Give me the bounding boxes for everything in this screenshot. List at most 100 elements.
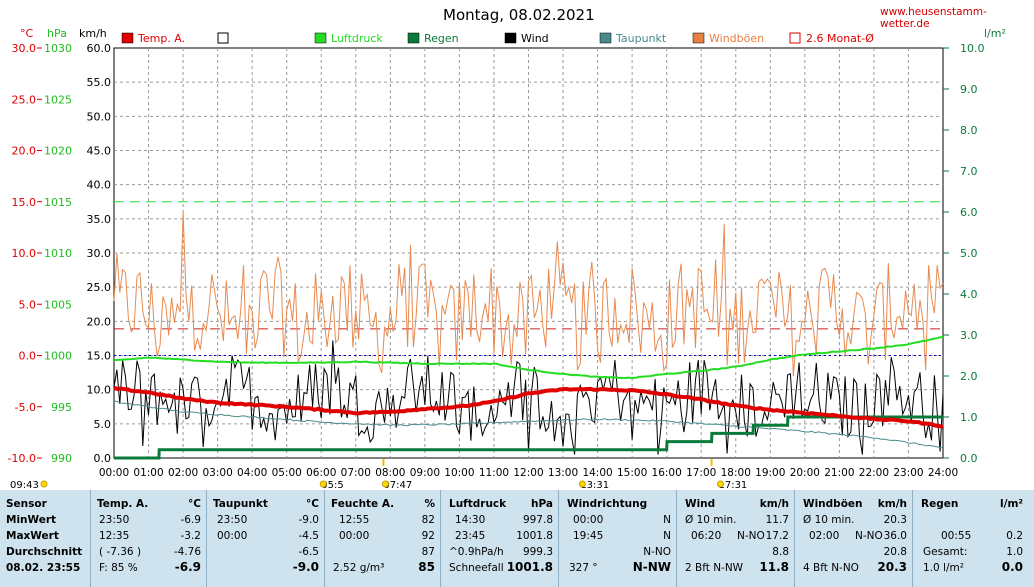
temp-min-time: 23:50	[99, 514, 130, 526]
x-tick-label: 07:00	[341, 467, 371, 479]
legend-swatch	[314, 32, 327, 44]
gust-beaufort: 4 Bft N-NO	[803, 562, 859, 574]
wind-tick-label: 20.0	[87, 315, 112, 328]
rain-last-time: 00:55	[941, 530, 972, 542]
x-tick-label: 22:00	[859, 467, 889, 479]
wind-tick-label: 15.0	[87, 350, 112, 363]
wind-max-value: 17.2	[765, 530, 789, 542]
pressure-unit-label: hPa	[47, 27, 67, 40]
legend-label: Temp. A.	[137, 32, 185, 45]
legend-swatch	[407, 32, 420, 44]
x-tick-label: 10:00	[444, 467, 474, 479]
wind-10min-value: 11.7	[765, 514, 789, 526]
temp-avg-paren: ( -7.36 )	[99, 546, 142, 558]
legend-label: Luftdruck	[331, 32, 383, 45]
dew-min-time: 23:50	[217, 514, 248, 526]
gust-column: Windböen km/h Ø 10 min. 20.3 02:00 N-NO …	[794, 490, 913, 587]
humidity-max-value: 92	[421, 530, 435, 542]
temp-unit-label: °C	[20, 27, 34, 40]
wind-now-value: 11.8	[759, 560, 789, 574]
rain-tick-label: 5.0	[960, 247, 978, 260]
temp-unit: °C	[188, 498, 201, 510]
pressure-max-value: 1001.8	[516, 530, 553, 542]
rain-header: Regen	[921, 498, 959, 510]
humidity-min-value: 82	[421, 514, 435, 526]
gust-max-direction: N-NO	[855, 530, 883, 542]
legend-swatch	[599, 32, 612, 44]
x-tick-label: 02:00	[168, 467, 198, 479]
rain-unit-label: l/m²	[984, 27, 1006, 40]
max-label: MaxWert	[6, 530, 59, 542]
dew-column: Taupunkt °C 23:50 -9.0 00:00 -4.5 -6.5 -…	[206, 490, 325, 587]
sun-marker-label: 07:47	[383, 480, 412, 490]
rain-tick-label: 7.0	[960, 165, 978, 178]
pressure-now-value: 1001.8	[506, 560, 553, 574]
rain-tick-label: 0.0	[960, 452, 978, 465]
dewpoint-series-line	[113, 400, 944, 449]
x-tick-label: 13:00	[548, 467, 578, 479]
temp-tick-label: 10.0	[12, 247, 37, 260]
rain-now-label: 1.0 l/m²	[923, 562, 964, 574]
x-tick-label: 21:00	[824, 467, 854, 479]
legend-label: Windböen	[709, 32, 764, 45]
legend-swatch	[692, 32, 705, 44]
wind-direction-now-value: N-NW	[632, 560, 671, 574]
wind-column: Wind km/h Ø 10 min. 11.7 06:20 N-NO 17.2…	[676, 490, 795, 587]
wind-direction-min-time: 00:00	[573, 514, 604, 526]
wind-tick-label: 35.0	[87, 213, 112, 226]
dew-max-value: -4.5	[298, 530, 320, 542]
rain-unit: l/m²	[1000, 498, 1023, 510]
temp-tick-label: -5.0	[15, 401, 36, 414]
wind-tick-label: 40.0	[87, 179, 112, 192]
x-tick-label: 15:00	[617, 467, 647, 479]
x-tick-label: 16:00	[652, 467, 682, 479]
sensor-column: Sensor MinWert MaxWert Durchschnitt 08.0…	[0, 490, 90, 587]
x-tick-label: 17:00	[686, 467, 716, 479]
x-tick-label: 04:00	[237, 467, 267, 479]
wind-direction-avg-value: N-NO	[643, 546, 671, 558]
gust-10min-value: 20.3	[883, 514, 907, 526]
legend-swatch	[789, 32, 801, 44]
legend-label: Wind	[521, 32, 549, 45]
site-link[interactable]: www.heusenstamm-wetter.de	[880, 6, 987, 30]
pressure-min-time: 14:30	[455, 514, 486, 526]
wind-header: Wind	[685, 498, 716, 510]
temp-min-value: -6.9	[180, 514, 202, 526]
rain-tick-label: 3.0	[960, 329, 978, 342]
pressure-tick-label: 1010	[44, 247, 72, 260]
sun-marker-dot	[40, 480, 48, 488]
x-tick-label: 05:00	[272, 467, 302, 479]
sun-marker-dot	[578, 480, 586, 488]
rain-last-value: 0.2	[1006, 530, 1023, 542]
wind-tick-label: 55.0	[87, 76, 112, 89]
pressure-avg-value: 999.3	[522, 546, 553, 558]
pressure-tick-label: 1015	[44, 196, 72, 209]
temp-max-value: -3.2	[180, 530, 202, 542]
rain-tick-label: 8.0	[960, 124, 978, 137]
gust-max-time: 02:00	[809, 530, 840, 542]
gust-avg-value: 20.8	[883, 546, 907, 558]
gust-now-value: 20.3	[877, 560, 907, 574]
pressure-header: Luftdruck	[449, 498, 507, 510]
statistics-table: Sensor MinWert MaxWert Durchschnitt 08.0…	[0, 490, 1034, 587]
wind-direction-min-value: N	[663, 514, 671, 526]
x-tick-label: 20:00	[790, 467, 820, 479]
wind-beaufort: 2 Bft N-NW	[685, 562, 744, 574]
temp-avg-value: -4.76	[173, 546, 201, 558]
gust-header: Windböen	[803, 498, 863, 510]
wind-tick-label: 25.0	[87, 281, 112, 294]
temp-now-humidity: F: 85 %	[99, 562, 138, 574]
humidity-avg-value: 87	[421, 546, 435, 558]
pressure-series-line	[113, 336, 944, 380]
wind-tick-label: 0.0	[94, 452, 112, 465]
sun-marker-label: 17:31	[718, 480, 747, 490]
sun-marker-dot	[381, 480, 389, 488]
legend-label: Taupunkt	[615, 32, 667, 45]
humidity-column: Feuchte A. % 12:55 82 00:00 92 87 2.52 g…	[324, 490, 441, 587]
rain-series-line	[114, 415, 943, 460]
pressure-tick-label: 995	[51, 401, 72, 414]
rain-tick-label: 1.0	[960, 411, 978, 424]
wind-tick-label: 30.0	[87, 247, 112, 260]
x-tick-label: 09:00	[410, 467, 440, 479]
temp-tick-label: 30.0	[12, 42, 37, 55]
